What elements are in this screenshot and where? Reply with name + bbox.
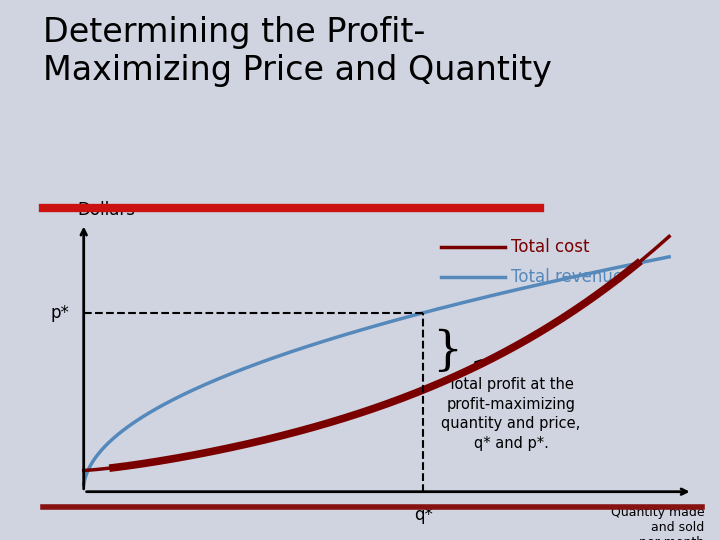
Text: Total cost: Total cost [511,238,590,255]
Text: Quantity made
and sold
per month: Quantity made and sold per month [611,506,704,540]
Text: Dollars: Dollars [78,200,136,219]
Text: Total revenue: Total revenue [511,268,624,286]
Text: }: } [432,329,462,374]
Text: p*: p* [50,304,69,322]
Text: Determining the Profit-
Maximizing Price and Quantity: Determining the Profit- Maximizing Price… [43,16,552,87]
Text: q*: q* [414,506,433,524]
Text: Total profit at the
profit-maximizing
quantity and price,
q* and p*.: Total profit at the profit-maximizing qu… [441,377,581,451]
